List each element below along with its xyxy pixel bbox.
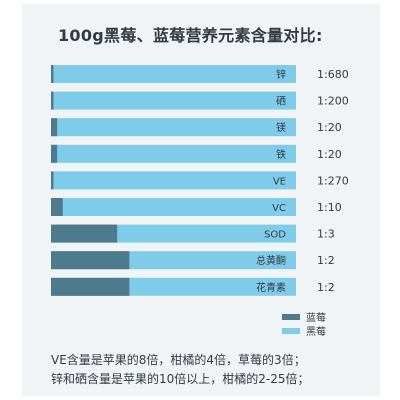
legend-swatch bbox=[282, 328, 300, 334]
category-label: 总黄酮 bbox=[256, 254, 286, 267]
ratio-label: 1:20 bbox=[317, 148, 342, 161]
ratio-label: 1:270 bbox=[317, 174, 349, 187]
bar-blueberry bbox=[51, 277, 130, 296]
category-label: 硒 bbox=[276, 96, 286, 108]
legend-label: 黑莓 bbox=[306, 326, 326, 338]
ratio-label: 1:20 bbox=[317, 121, 342, 134]
category-label: VC bbox=[272, 203, 286, 214]
category-label: 锌 bbox=[276, 68, 286, 81]
bar-blueberry bbox=[51, 144, 58, 163]
bar-blackberry bbox=[51, 171, 296, 190]
ratio-label: 1:2 bbox=[317, 254, 335, 267]
bar-blackberry bbox=[51, 118, 296, 137]
category-label: VE bbox=[273, 176, 286, 187]
bar-blackberry bbox=[51, 91, 296, 110]
note-line-1: VE含量是苹果的8倍，柑橘的4倍，草莓的3倍； bbox=[51, 353, 306, 367]
ratio-label: 1:2 bbox=[317, 281, 335, 294]
chart-title: 100g黑莓、蓝莓营养元素含量对比: bbox=[58, 26, 323, 45]
bar-blackberry bbox=[51, 65, 296, 83]
ratio-label: 1:200 bbox=[317, 95, 349, 108]
bar-blueberry bbox=[51, 91, 54, 110]
category-label: 铁 bbox=[276, 148, 286, 161]
legend-label: 蓝莓 bbox=[306, 312, 326, 324]
note-line-2: 锌和硒含量是苹果的10倍以上，柑橘的2-25倍； bbox=[51, 372, 310, 386]
category-label: 花青素 bbox=[256, 281, 286, 294]
bar-blackberry bbox=[51, 198, 296, 216]
bar-blueberry bbox=[51, 224, 118, 243]
bar-blueberry bbox=[51, 171, 54, 190]
legend-swatch bbox=[282, 314, 300, 320]
bar-blackberry bbox=[51, 144, 296, 163]
bar-blueberry bbox=[51, 251, 130, 270]
ratio-label: 1:3 bbox=[317, 228, 335, 241]
ratio-label: 1:10 bbox=[317, 201, 342, 214]
bar-blueberry bbox=[51, 118, 58, 137]
bar-blueberry bbox=[51, 198, 63, 216]
ratio-label: 1:680 bbox=[317, 68, 349, 81]
category-label: 镁 bbox=[276, 121, 286, 134]
category-label: SOD bbox=[264, 230, 286, 241]
bar-blueberry bbox=[51, 65, 54, 83]
